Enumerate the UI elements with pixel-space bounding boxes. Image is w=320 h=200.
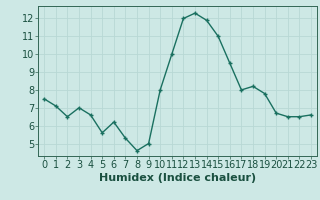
- X-axis label: Humidex (Indice chaleur): Humidex (Indice chaleur): [99, 173, 256, 183]
